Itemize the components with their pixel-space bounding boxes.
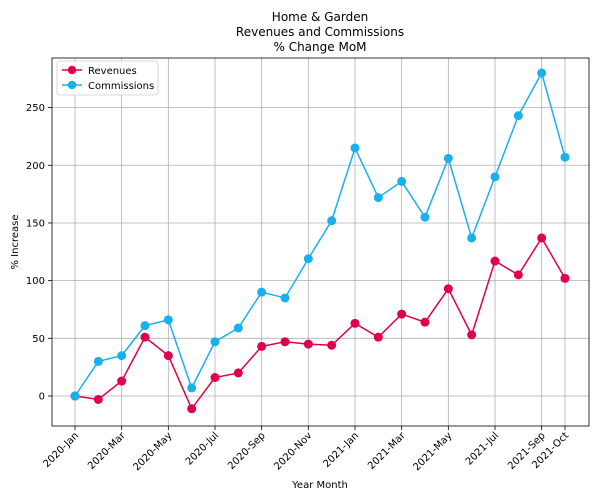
x-tick-label: 2021-Jul: [464, 430, 501, 467]
data-point-commissions: [560, 152, 570, 162]
data-point-commissions: [537, 68, 547, 78]
series-revenues: [70, 233, 570, 414]
data-point-revenues: [397, 309, 407, 319]
data-point-revenues: [443, 284, 453, 294]
y-tick-label: 100: [26, 276, 45, 287]
data-point-commissions: [280, 293, 290, 303]
grid: [52, 58, 589, 426]
data-point-revenues: [163, 351, 173, 361]
x-tick-label: 2020-Sep: [226, 430, 268, 472]
data-point-revenues: [233, 368, 243, 378]
plot-frame: [51, 57, 590, 427]
data-point-revenues: [117, 376, 127, 386]
x-tick-label: 2020-Jul: [184, 430, 221, 467]
data-point-revenues: [303, 339, 313, 349]
data-point-commissions: [303, 254, 313, 264]
series-line-revenues: [74, 236, 566, 411]
data-point-commissions: [373, 193, 383, 203]
x-tick-label: 2021-Jan: [322, 430, 362, 470]
data-point-commissions: [117, 351, 127, 361]
legend-label-commissions: Commissions: [88, 81, 154, 92]
data-point-commissions: [513, 111, 523, 121]
data-point-revenues: [490, 256, 500, 266]
y-tick-label: 50: [32, 334, 45, 345]
x-tick-label: 2020-Mar: [86, 430, 128, 472]
y-tick-label: 200: [26, 161, 45, 172]
data-point-commissions: [210, 337, 220, 347]
series-layer: [70, 68, 570, 414]
data-point-commissions: [257, 287, 267, 297]
data-point-commissions: [443, 153, 453, 163]
data-point-commissions: [233, 323, 243, 333]
data-point-commissions: [163, 315, 173, 325]
x-tick-label: 2020-May: [132, 430, 175, 473]
data-point-commissions: [350, 143, 360, 153]
x-tick-label: 2020-Jan: [42, 430, 82, 470]
x-axis-label: Year Month: [291, 480, 348, 491]
y-axis-label: % Increase: [10, 215, 21, 270]
data-point-revenues: [257, 341, 267, 351]
legend-marker-revenues: [67, 65, 77, 75]
data-point-commissions: [140, 321, 150, 331]
legend-entry-revenues: Revenues: [62, 65, 137, 77]
data-point-commissions: [397, 176, 407, 186]
data-point-revenues: [513, 270, 523, 280]
y-tick-label: 0: [39, 392, 45, 403]
legend-label-revenues: Revenues: [88, 66, 137, 77]
data-point-revenues: [140, 332, 150, 342]
data-point-commissions: [70, 391, 80, 401]
y-tick-label: 150: [26, 218, 45, 229]
legend-box: [56, 60, 159, 96]
x-tick-label: 2021-Mar: [366, 430, 408, 472]
data-point-revenues: [187, 404, 197, 414]
data-point-commissions: [467, 233, 477, 243]
data-point-revenues: [210, 373, 220, 383]
data-point-commissions: [420, 212, 430, 222]
data-point-revenues: [537, 233, 547, 243]
data-point-revenues: [93, 394, 103, 404]
y-tick-label: 250: [26, 103, 45, 114]
x-tick-label: 2021-May: [412, 430, 455, 473]
data-point-revenues: [280, 337, 290, 347]
x-axis: 2020-Jan 2020-Mar 2020-May 2020-Jul 2020-Sep…: [42, 426, 571, 473]
x-tick-label: 2020-Nov: [272, 430, 314, 472]
series-line-commissions: [74, 71, 566, 397]
data-point-commissions: [327, 216, 337, 226]
chart-title-line-2: Revenues and Commissions: [236, 25, 404, 39]
data-point-revenues: [350, 318, 360, 328]
legend-marker-commissions: [67, 80, 77, 90]
data-point-commissions: [187, 383, 197, 393]
data-point-commissions: [93, 356, 103, 366]
legend-entry-commissions: Commissions: [62, 80, 154, 92]
y-axis: 0 50 100 150 200 250: [26, 103, 52, 403]
series-commissions: [70, 68, 570, 401]
data-point-revenues: [420, 317, 430, 327]
chart-title-line-1: Home & Garden: [272, 10, 368, 24]
data-point-revenues: [373, 332, 383, 342]
legend: Revenues Commissions: [56, 60, 159, 96]
data-point-revenues: [327, 340, 337, 350]
data-point-revenues: [467, 330, 477, 340]
data-point-commissions: [490, 172, 500, 182]
data-point-revenues: [560, 273, 570, 283]
chart-title-line-3: % Change MoM: [273, 40, 366, 54]
